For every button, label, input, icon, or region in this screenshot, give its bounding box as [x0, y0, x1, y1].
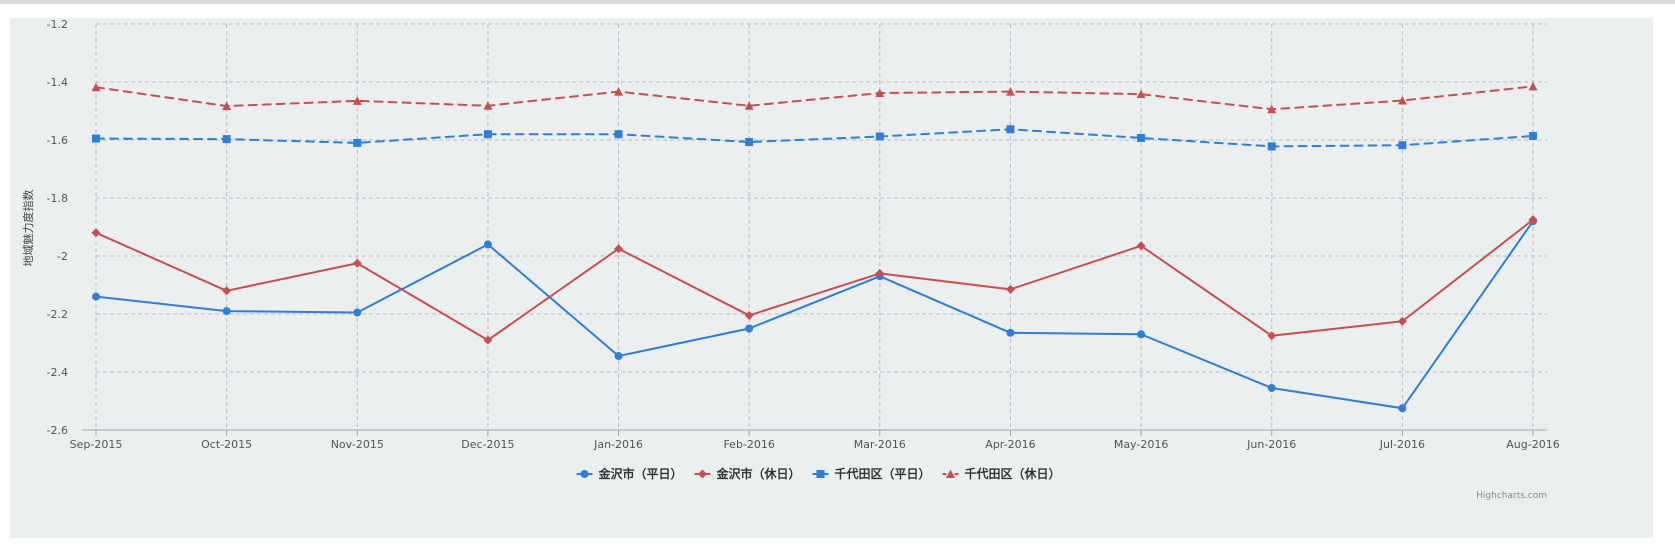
data-point [91, 82, 101, 92]
data-point [614, 244, 624, 254]
x-tick-label: Sep-2015 [70, 438, 123, 451]
data-point [744, 101, 754, 110]
legend-marker [946, 469, 955, 478]
data-point [1006, 125, 1015, 134]
x-tick-label: Mar-2016 [854, 438, 906, 451]
legend-marker [580, 470, 589, 478]
data-point [614, 87, 624, 96]
x-tick-label: Feb-2016 [723, 438, 774, 451]
legend-marker [816, 470, 825, 478]
x-tick-label: Oct-2015 [201, 438, 252, 451]
data-point [1267, 104, 1277, 114]
data-point [353, 308, 362, 317]
data-point [92, 134, 100, 143]
data-point [1005, 284, 1015, 294]
data-point [1136, 241, 1146, 251]
page-frame: -1.2 -1.4 -1.6 -1.8 -2 -2.2 -2.4 -2.6 Sep-2015 Oc… [0, 4, 1675, 545]
y-tick-label: -1.4 [47, 76, 68, 89]
data-point [353, 138, 362, 147]
data-point [745, 138, 754, 147]
legend-item[interactable]: 千代田区（休日） [942, 466, 1061, 481]
data-point [1137, 330, 1146, 339]
data-point [483, 335, 493, 345]
data-point [222, 307, 231, 316]
data-point [483, 130, 492, 139]
legend[interactable]: 金沢市（平日） 金沢市（休日） 千代田区（平日） 千代田区（休日） [576, 466, 1061, 481]
data-point [1006, 328, 1015, 337]
data-point [1398, 141, 1407, 150]
series-lines [91, 81, 1538, 413]
x-tick-label: Jul-2016 [1379, 438, 1425, 451]
data-point [1397, 96, 1407, 105]
data-point [1397, 316, 1407, 326]
chart-container: -1.2 -1.4 -1.6 -1.8 -2 -2.2 -2.4 -2.6 Sep-2015 Oc… [10, 18, 1653, 538]
credits-link[interactable]: Highcharts.com [1476, 491, 1547, 501]
series-4 [91, 81, 1538, 114]
data-point [1267, 142, 1276, 151]
data-point [1528, 81, 1538, 91]
data-point [1136, 89, 1146, 99]
y-tick-label: -2.2 [47, 308, 68, 321]
data-point [875, 132, 884, 141]
series-line [95, 85, 1534, 111]
legend-label: 千代田区（平日） [835, 466, 931, 481]
data-point [92, 292, 100, 301]
data-point [91, 228, 101, 238]
y-tick-label: -1.8 [47, 192, 68, 205]
x-tick-label: Aug-2016 [1506, 438, 1559, 451]
series-line [95, 218, 1534, 342]
data-point [1398, 404, 1407, 413]
data-point [1529, 131, 1537, 140]
data-point [1528, 215, 1538, 225]
series-2 [91, 215, 1538, 345]
x-tick-label: Jan-2016 [593, 438, 643, 451]
legend-label: 金沢市（休日） [716, 466, 801, 481]
data-point [875, 268, 885, 278]
series-line [95, 220, 1534, 410]
data-point [222, 101, 232, 111]
legend-label: 千代田区（休日） [965, 466, 1061, 481]
x-tick-label: May-2016 [1114, 438, 1169, 451]
legend-label: 金沢市（平日） [598, 466, 683, 481]
data-point [483, 240, 492, 249]
series-line [95, 128, 1534, 148]
data-point [744, 310, 754, 320]
data-point [222, 135, 231, 144]
data-point [614, 352, 623, 361]
x-tick-label: Nov-2015 [331, 438, 384, 451]
x-tick-label: Jun-2016 [1246, 438, 1296, 451]
series-3 [92, 125, 1537, 151]
y-tick-label: -2.6 [47, 424, 68, 437]
series-1 [92, 217, 1537, 413]
data-point [745, 324, 754, 333]
data-point [352, 96, 362, 105]
y-axis-title: 地域魅力度指数 [21, 190, 35, 267]
data-point [1005, 87, 1015, 96]
legend-item[interactable]: 金沢市（休日） [694, 466, 801, 481]
data-point [614, 130, 623, 139]
data-point [875, 88, 885, 98]
data-point [222, 286, 232, 296]
legend-item[interactable]: 金沢市（平日） [576, 466, 683, 481]
legend-item[interactable]: 千代田区（平日） [812, 466, 931, 481]
data-point [352, 258, 362, 268]
legend-marker [698, 469, 707, 479]
data-point [1267, 383, 1276, 392]
data-point [1137, 133, 1146, 142]
grid-lines [95, 23, 1547, 431]
y-tick-label: -1.2 [47, 18, 68, 31]
y-tick-label: -2 [57, 250, 68, 263]
data-point [483, 101, 493, 110]
data-point [1267, 331, 1277, 341]
y-tick-label: -1.6 [47, 134, 68, 147]
x-tick-label: Dec-2015 [461, 438, 514, 451]
x-tick-label: Apr-2016 [985, 438, 1035, 451]
y-tick-label: -2.4 [47, 366, 68, 379]
